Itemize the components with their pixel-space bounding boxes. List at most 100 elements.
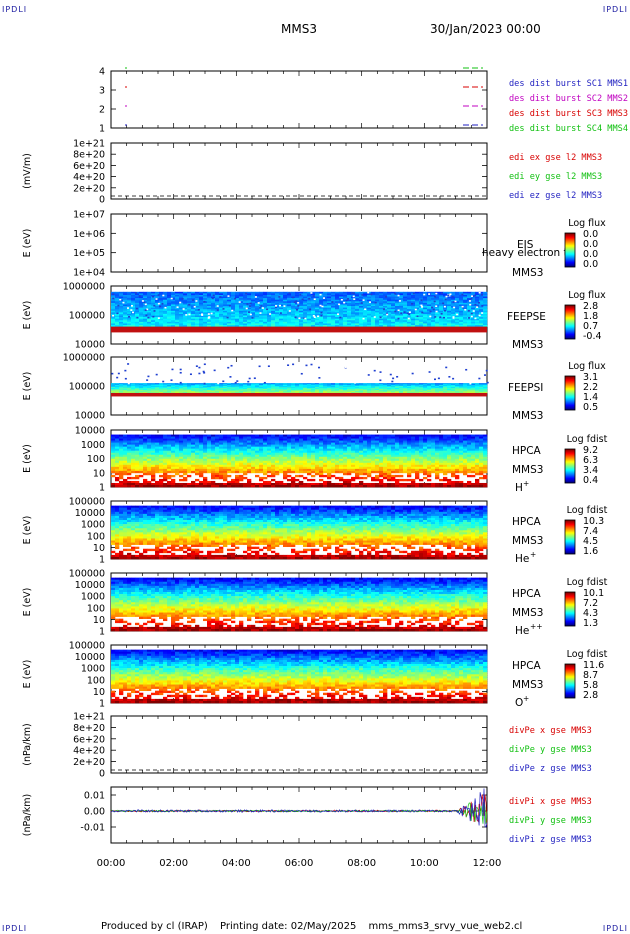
spectrogram-cell — [187, 306, 192, 308]
spectrogram-speck — [155, 373, 158, 376]
spectrogram-speck — [432, 308, 435, 311]
y-axis-label: E (eV) — [22, 229, 33, 258]
spectrogram-cell — [111, 296, 116, 299]
spectrogram-cell — [219, 310, 224, 313]
spectrogram-cell — [143, 468, 148, 472]
spectrogram-cell — [219, 325, 224, 327]
spectrogram-cell — [171, 323, 176, 326]
spectrogram-cell — [279, 320, 284, 323]
spectrogram-cell — [259, 317, 264, 319]
spectrogram-cell — [183, 325, 188, 327]
spectrogram-cell — [127, 306, 132, 308]
spectrogram-cell — [131, 323, 136, 326]
spectrogram-cell — [175, 312, 180, 315]
spectrogram-cell — [115, 460, 120, 464]
spectrogram-cell — [211, 312, 216, 315]
spectrogram-cell — [123, 460, 128, 464]
spectrogram-cell — [147, 466, 152, 470]
spectrogram-cell — [219, 470, 224, 474]
spectrogram-cell — [147, 442, 152, 445]
spectrogram-cell — [195, 438, 200, 441]
spectrogram-cell — [207, 442, 212, 445]
spectrogram-speck — [463, 363, 466, 365]
spectrogram-cell — [159, 310, 164, 313]
spectrogram-cell — [251, 293, 256, 296]
spectrogram-cell — [127, 470, 132, 474]
spectrogram-cell — [159, 321, 164, 324]
spectrogram-cell — [175, 484, 180, 488]
spectrogram-cell — [131, 456, 136, 460]
spectrogram-cell — [223, 450, 228, 454]
spectrogram-cell — [143, 444, 148, 447]
spectrogram-cell — [299, 317, 304, 319]
spectrogram-speck — [257, 302, 260, 304]
spectrogram-cell — [235, 294, 240, 297]
colorbar-title: Log flux — [568, 290, 606, 301]
spectrogram-cell — [135, 452, 140, 456]
spectrogram-cell — [195, 323, 200, 326]
spectrogram-cell — [163, 317, 168, 319]
spectrogram-cell — [195, 454, 200, 458]
spectrogram-cell — [195, 440, 200, 443]
spectrogram-cell — [231, 450, 236, 454]
spectrogram-cell — [131, 294, 136, 297]
spectrogram-cell — [199, 450, 204, 454]
spectrogram-speck — [119, 298, 122, 301]
spectrogram-speck — [157, 294, 160, 296]
spectrogram-cell — [227, 480, 232, 484]
spectrogram-cell — [139, 312, 144, 315]
spectrogram-speck — [292, 296, 295, 299]
spectrogram-cell — [251, 323, 256, 326]
spectrogram-speck — [476, 306, 479, 308]
spectrogram-speck — [157, 302, 160, 305]
colorbar-band — [565, 379, 575, 381]
spectrogram-cell — [283, 320, 288, 323]
spectrogram-cell — [151, 482, 156, 486]
spectrogram-cell — [143, 313, 148, 316]
spectrogram-cell — [223, 296, 228, 299]
spectrogram-speck — [260, 370, 263, 373]
spectrogram-cell — [135, 474, 140, 478]
spectrogram-cell — [155, 301, 160, 304]
spectrogram-cell — [115, 301, 120, 304]
spectrogram-cell — [299, 296, 304, 299]
spectrogram-cell — [115, 476, 120, 480]
spectrogram-cell — [207, 304, 212, 307]
spectrogram-cell — [199, 304, 204, 307]
spectrogram-cell — [135, 310, 140, 313]
spectrogram-cell — [147, 464, 152, 468]
spectrogram-cell — [283, 307, 288, 310]
spectrogram-cell — [163, 460, 168, 464]
colorbar-band — [565, 330, 575, 332]
colorbar-band — [565, 400, 575, 402]
spectrogram-cell — [131, 460, 136, 464]
colorbar-band — [565, 327, 575, 329]
spectrogram-cell — [147, 313, 152, 316]
spectrogram-cell — [283, 318, 288, 321]
spectrogram-cell — [119, 318, 124, 321]
spectrogram-cell — [163, 309, 168, 312]
spectrogram-cell — [287, 306, 292, 308]
spectrogram-cell — [235, 309, 240, 312]
spectrogram-cell — [219, 464, 224, 468]
spectrogram-speck — [161, 302, 164, 305]
spectrogram-cell — [199, 452, 204, 456]
spectrogram-cell — [123, 452, 128, 456]
spectrogram-cell — [139, 466, 144, 470]
spectrogram-cell — [183, 472, 188, 476]
spectrogram-cell — [139, 446, 144, 449]
spectrogram-cell — [215, 468, 220, 472]
spectrogram-cell — [151, 304, 156, 307]
colorbar-band — [565, 333, 575, 335]
spectrogram-cell — [223, 304, 228, 307]
colorbar-band — [565, 244, 575, 246]
spectrogram-cell — [223, 302, 228, 305]
spectrogram-cell — [183, 482, 188, 486]
spectrogram-cell — [135, 313, 140, 316]
spectrogram-cell — [179, 446, 184, 449]
spectrogram-cell — [111, 317, 116, 319]
spectrogram-cell — [171, 318, 176, 321]
y-axis-label: E (eV) — [22, 372, 33, 401]
spectrogram-cell — [239, 312, 244, 315]
spectrogram-cell — [255, 301, 260, 304]
